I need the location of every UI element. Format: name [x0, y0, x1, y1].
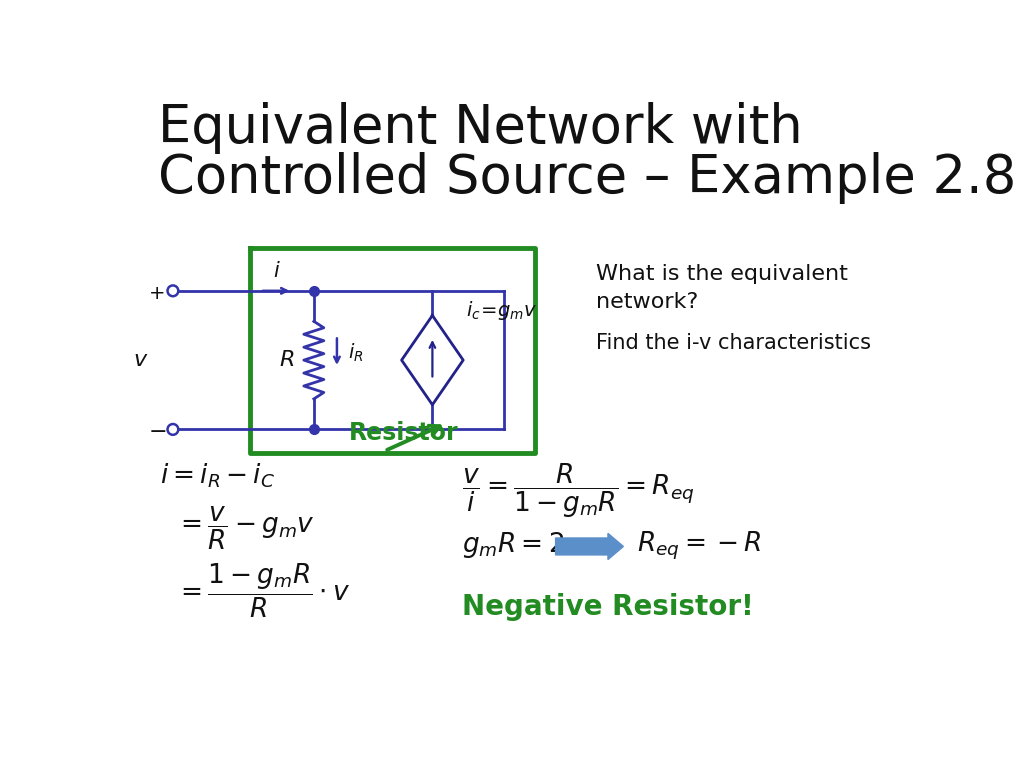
Text: $R$: $R$	[280, 350, 295, 370]
Text: $v$: $v$	[133, 350, 148, 370]
Text: $i_R$: $i_R$	[348, 341, 364, 363]
Text: $i = i_R - i_C$: $i = i_R - i_C$	[160, 462, 275, 490]
Text: $\dfrac{v}{i} = \dfrac{R}{1 - g_m R} = R_{eq}$: $\dfrac{v}{i} = \dfrac{R}{1 - g_m R} = R…	[462, 462, 694, 520]
Text: $i$: $i$	[273, 261, 281, 281]
FancyArrow shape	[556, 533, 624, 560]
Text: $i_c\!=\!g_m v$: $i_c\!=\!g_m v$	[466, 299, 537, 322]
Text: Find the i-v characteristics: Find the i-v characteristics	[596, 333, 871, 353]
Text: Resistor: Resistor	[349, 422, 459, 445]
Text: What is the equivalent
network?: What is the equivalent network?	[596, 264, 848, 312]
Text: +: +	[150, 284, 166, 303]
Text: Controlled Source – Example 2.8: Controlled Source – Example 2.8	[158, 152, 1016, 204]
Text: $g_m R = 2$: $g_m R = 2$	[462, 529, 564, 560]
Text: $R_{eq} = -R$: $R_{eq} = -R$	[637, 529, 762, 562]
Text: $=\dfrac{v}{R} - g_m v$: $=\dfrac{v}{R} - g_m v$	[175, 505, 315, 552]
Text: Equivalent Network with: Equivalent Network with	[158, 102, 802, 154]
Text: Negative Resistor!: Negative Resistor!	[462, 593, 754, 621]
Text: $=\dfrac{1-g_m R}{R}\cdot v$: $=\dfrac{1-g_m R}{R}\cdot v$	[175, 562, 350, 620]
Text: −: −	[148, 422, 167, 442]
